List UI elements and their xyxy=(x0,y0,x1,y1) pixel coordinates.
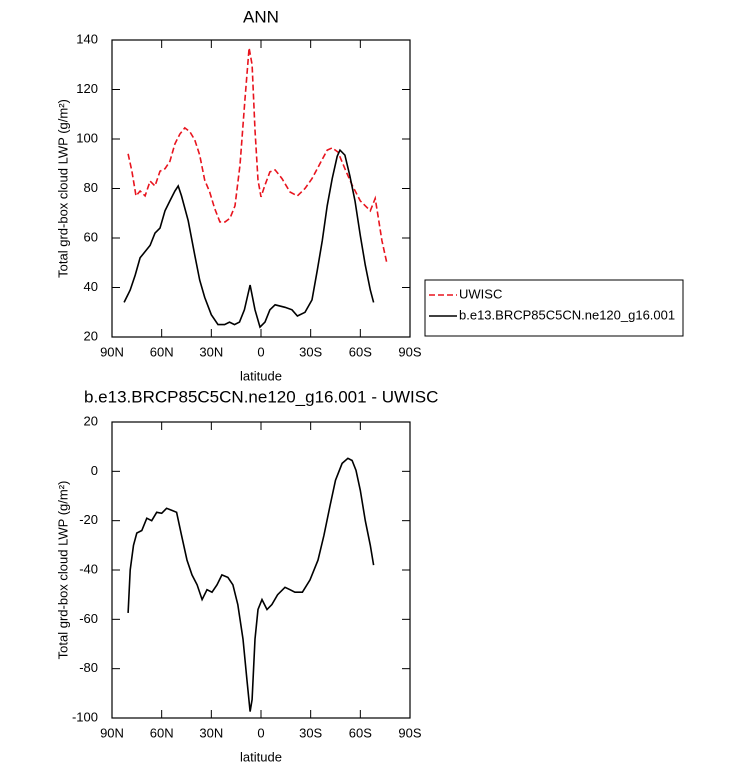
x-tick-label: 30N xyxy=(199,344,223,359)
data-line xyxy=(127,47,388,263)
y-tick-label: -60 xyxy=(79,611,98,626)
y-tick-label: 20 xyxy=(84,413,98,428)
legend-label: UWISC xyxy=(459,286,502,301)
data-line xyxy=(127,457,375,712)
x-tick-label: 90S xyxy=(398,344,421,359)
x-tick-label: 60S xyxy=(349,344,372,359)
y-tick-label: 80 xyxy=(84,180,98,195)
x-tick-label: 30S xyxy=(299,344,322,359)
y-tick-label: -80 xyxy=(79,660,98,675)
chart-title: ANN xyxy=(243,7,279,26)
y-tick-label: -20 xyxy=(79,512,98,527)
y-tick-label: -100 xyxy=(72,709,98,724)
y-tick-label: 60 xyxy=(84,229,98,244)
legend-box xyxy=(424,279,684,337)
y-tick-label: 20 xyxy=(84,328,98,343)
y-axis-label: Total grd-box cloud LWP (g/m²) xyxy=(55,481,70,660)
x-axis-label: latitude xyxy=(240,368,282,383)
y-tick-label: 100 xyxy=(76,130,98,145)
y-tick-label: 140 xyxy=(76,31,98,46)
x-tick-label: 90N xyxy=(100,725,124,740)
data-line xyxy=(123,148,375,329)
legend: UWISC b.e13.BRCP85C5CN.ne120_g16.001 xyxy=(424,279,684,337)
x-tick-label: 90N xyxy=(100,344,124,359)
x-tick-label: 0 xyxy=(257,725,264,740)
x-tick-label: 90S xyxy=(398,725,421,740)
plot-frame xyxy=(111,421,411,719)
x-tick-label: 60N xyxy=(150,344,174,359)
x-tick-label: 0 xyxy=(257,344,264,359)
x-tick-label: 30S xyxy=(299,725,322,740)
y-tick-label: 120 xyxy=(76,81,98,96)
y-tick-label: -40 xyxy=(79,561,98,576)
x-tick-label: 60S xyxy=(349,725,372,740)
y-tick-label: 40 xyxy=(84,279,98,294)
y-axis-label: Total grd-box cloud LWP (g/m²) xyxy=(55,99,70,278)
x-tick-label: 60N xyxy=(150,725,174,740)
y-tick-label: 0 xyxy=(91,463,98,478)
legend-label: b.e13.BRCP85C5CN.ne120_g16.001 xyxy=(459,307,675,322)
x-tick-label: 30N xyxy=(199,725,223,740)
x-axis-label: latitude xyxy=(240,749,282,764)
chart-title: b.e13.BRCP85C5CN.ne120_g16.001 - UWISC xyxy=(84,387,438,406)
plot-frame xyxy=(111,39,411,338)
